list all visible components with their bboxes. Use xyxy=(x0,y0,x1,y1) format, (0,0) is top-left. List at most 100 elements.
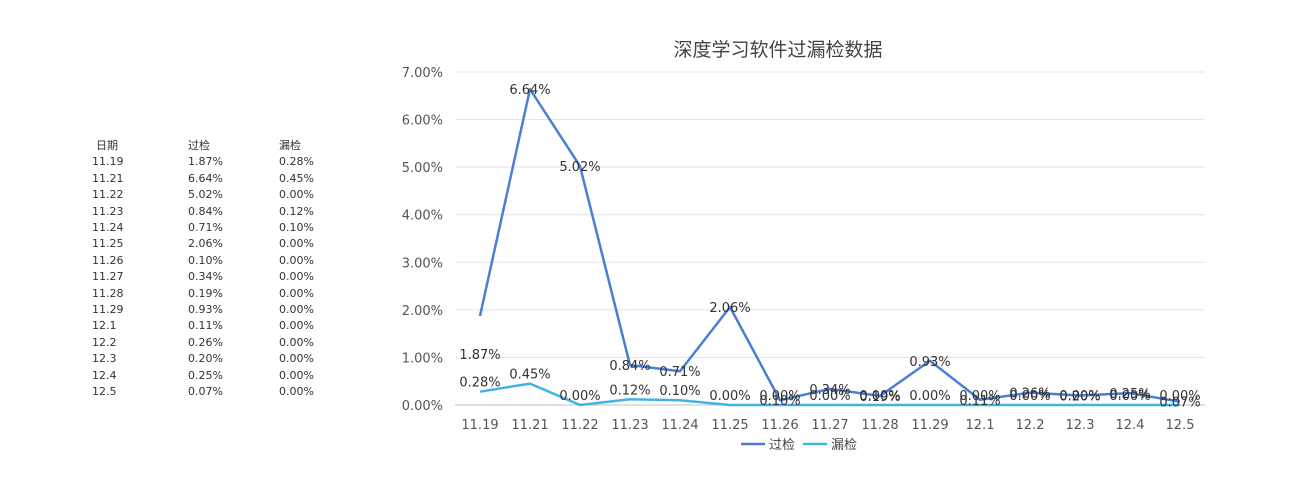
table-row: 11.22 5.02% 0.00% xyxy=(80,187,339,203)
data-label: 0.71% xyxy=(659,365,700,380)
miss-cell: 0.00% xyxy=(279,319,314,333)
data-label: 0.00% xyxy=(909,389,950,404)
x-tick-label: 11.24 xyxy=(661,418,698,433)
miss-cell: 0.00% xyxy=(279,368,314,382)
table-row: 12.5 0.07% 0.00% xyxy=(80,384,339,400)
table-row: 11.28 0.19% 0.00% xyxy=(80,286,339,302)
chart-title: 深度学习软件过漏检数据 xyxy=(673,39,882,61)
date-cell: 12.1 xyxy=(92,319,117,333)
data-label: 0.00% xyxy=(1009,389,1050,404)
miss-cell: 0.00% xyxy=(279,188,314,202)
data-label: 2.06% xyxy=(709,301,750,316)
miss-cell: 0.00% xyxy=(279,303,314,317)
table-row: 12.2 0.26% 0.00% xyxy=(80,335,339,351)
date-cell: 11.24 xyxy=(92,221,124,235)
miss-cell: 0.00% xyxy=(279,335,314,349)
date-cell: 11.25 xyxy=(92,237,124,251)
data-label: 0.84% xyxy=(609,359,650,374)
data-label: 0.11% xyxy=(959,394,1000,409)
data-label: 0.20% xyxy=(1059,389,1100,404)
data-label: 0.19% xyxy=(859,390,900,405)
data-label: 0.00% xyxy=(1109,389,1150,404)
table-row: 12.1 0.11% 0.00% xyxy=(80,318,339,334)
column-header: 过检 xyxy=(188,139,210,152)
data-label: 5.02% xyxy=(559,160,600,175)
x-tick-label: 12.2 xyxy=(1016,418,1045,433)
miss-cell: 0.45% xyxy=(279,171,314,185)
overkill-cell: 0.19% xyxy=(188,286,223,300)
x-tick-label: 11.23 xyxy=(611,418,648,433)
overkill-cell: 0.93% xyxy=(188,303,223,317)
x-tick-label: 11.28 xyxy=(861,418,898,433)
data-label: 0.93% xyxy=(909,355,950,370)
x-tick-label: 11.26 xyxy=(761,418,798,433)
table-row: 11.25 2.06% 0.00% xyxy=(80,236,339,252)
y-tick-label: 6.00% xyxy=(402,114,443,129)
overkill-series-line xyxy=(478,87,1181,403)
x-tick-label: 11.21 xyxy=(511,418,548,433)
table-row: 12.4 0.25% 0.00% xyxy=(80,368,339,384)
y-tick-label: 5.00% xyxy=(402,161,443,176)
date-cell: 11.26 xyxy=(92,253,124,267)
table-row: 11.26 0.10% 0.00% xyxy=(80,253,339,269)
table-row: 12.3 0.20% 0.00% xyxy=(80,351,339,367)
date-cell: 12.5 xyxy=(92,385,117,399)
legend-label: 过检 xyxy=(769,438,795,453)
data-label: 0.00% xyxy=(759,389,800,404)
y-tick-label: 2.00% xyxy=(402,304,443,319)
date-cell: 11.29 xyxy=(92,303,124,317)
y-tick-label: 4.00% xyxy=(402,209,443,224)
overkill-cell: 0.34% xyxy=(188,270,223,284)
date-cell: 11.19 xyxy=(92,155,124,169)
data-label: 0.12% xyxy=(609,383,650,398)
grid-lines xyxy=(455,71,1205,406)
data-label: 0.00% xyxy=(559,389,600,404)
data-label: 0.00% xyxy=(859,389,900,404)
table-row: 11.23 0.84% 0.12% xyxy=(80,204,339,220)
miss-cell: 0.00% xyxy=(279,237,314,251)
data-label: 0.10% xyxy=(759,394,800,409)
miss-cell: 0.10% xyxy=(279,221,314,235)
y-tick-label: 1.00% xyxy=(402,351,443,366)
date-cell: 12.3 xyxy=(92,352,117,366)
data-label: 0.25% xyxy=(1109,387,1150,402)
overkill-cell: 5.02% xyxy=(188,188,223,202)
miss-cell: 0.28% xyxy=(279,155,314,169)
x-tick-label: 11.27 xyxy=(811,418,848,433)
date-cell: 11.21 xyxy=(92,171,124,185)
date-cell: 11.22 xyxy=(92,188,124,202)
x-tick-label: 12.4 xyxy=(1116,418,1145,433)
table-row: 11.19 1.87% 0.28% xyxy=(80,154,339,170)
overkill-cell: 0.11% xyxy=(188,319,223,333)
chart-legend: 过检 漏检 xyxy=(741,437,857,453)
overkill-cell: 0.84% xyxy=(188,204,223,218)
x-tick-label: 11.25 xyxy=(711,418,748,433)
overkill-cell: 1.87% xyxy=(188,155,223,169)
data-labels: 1.87% 6.64% 5.02% 0.84% 0.71% 2.06% 0.10% 0.34%… xyxy=(459,83,1200,411)
x-tick-label: 12.5 xyxy=(1166,418,1195,433)
data-label: 0.00% xyxy=(809,389,850,404)
data-label: 0.00% xyxy=(1059,389,1100,404)
data-label: 0.34% xyxy=(809,383,850,398)
date-cell: 12.2 xyxy=(92,335,117,349)
overkill-cell: 0.20% xyxy=(188,352,223,366)
data-label: 0.00% xyxy=(1159,389,1200,404)
miss-cell: 0.00% xyxy=(279,352,314,366)
x-tick-label: 12.3 xyxy=(1066,418,1095,433)
miss-cell: 0.12% xyxy=(279,204,314,218)
overkill-cell: 2.06% xyxy=(188,237,223,251)
data-label: 1.87% xyxy=(459,348,500,363)
table-row: 11.21 6.64% 0.45% xyxy=(80,171,339,187)
column-header: 漏检 xyxy=(279,139,301,152)
miss-cell: 0.00% xyxy=(279,270,314,284)
overkill-cell: 0.26% xyxy=(188,335,223,349)
y-tick-label: 7.00% xyxy=(402,66,443,81)
miss-series-line xyxy=(479,382,1180,407)
date-cell: 11.23 xyxy=(92,204,124,218)
series-lines xyxy=(478,87,1181,407)
x-tick-label: 12.1 xyxy=(966,418,995,433)
table-row: 11.29 0.93% 0.00% xyxy=(80,302,339,318)
table-body: 11.19 1.87% 0.28% 11.21 6.64% 0.45% 11.22 5.02%… xyxy=(80,154,339,400)
table-row: 11.24 0.71% 0.10% xyxy=(80,220,339,236)
